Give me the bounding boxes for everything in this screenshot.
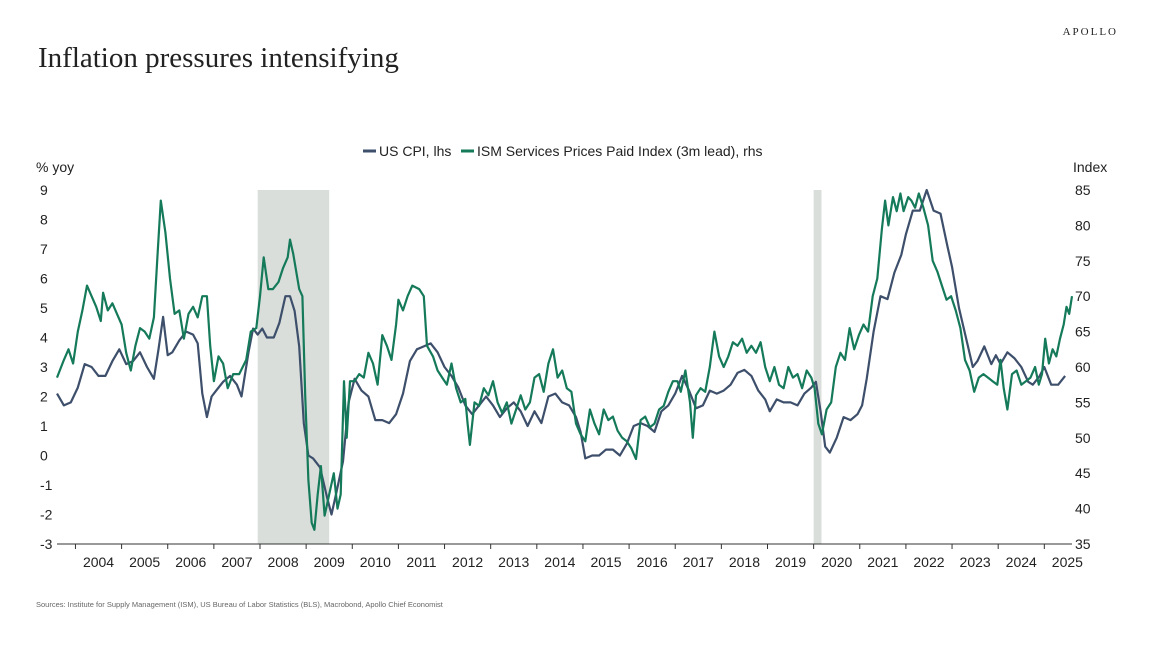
y-right-tick-label: 45 [1075, 465, 1091, 481]
y-right-tick-label: 75 [1075, 253, 1091, 269]
x-tick-label: 2009 [314, 554, 345, 570]
y-left-tick-label: 4 [40, 330, 48, 346]
y-axis-left-label: % yoy [36, 159, 74, 175]
x-tick-label: 2015 [590, 554, 621, 570]
x-tick-label: 2023 [960, 554, 991, 570]
x-tick-label: 2010 [360, 554, 391, 570]
y-left-tick-label: 1 [40, 418, 48, 434]
y-left-tick-label: 2 [40, 389, 48, 405]
x-tick-label: 2005 [129, 554, 160, 570]
recession-band-1 [813, 190, 822, 544]
x-tick-label: 2011 [406, 554, 436, 570]
x-tick-label: 2013 [498, 554, 529, 570]
y-left-tick-label: -1 [40, 477, 53, 493]
x-tick-label: 2022 [913, 554, 944, 570]
x-tick-label: 2025 [1052, 554, 1083, 570]
y-left-tick-label: 0 [40, 448, 48, 464]
y-right-tick-label: 70 [1075, 288, 1091, 304]
source-note: Sources: Institute for Supply Management… [36, 600, 443, 609]
y-right-tick-label: 65 [1075, 324, 1091, 340]
y-left-tick-label: -3 [40, 536, 53, 552]
recession-bands [257, 190, 822, 544]
x-tick-label: 2021 [867, 554, 898, 570]
legend: US CPI, lhs ISM Services Prices Paid Ind… [363, 143, 763, 159]
y-left-tick-label: 6 [40, 271, 48, 287]
y-axis-left-ticks: 9 8 7 6 5 4 3 2 1 0 -1 -2 -3 [40, 182, 53, 552]
brand-logo: APOLLO [1062, 26, 1118, 38]
y-right-tick-label: 60 [1075, 359, 1091, 375]
x-tick-label: 2019 [775, 554, 806, 570]
y-left-tick-label: 9 [40, 182, 48, 198]
recession-band-0 [257, 190, 330, 544]
x-axis: 2004 2005 2006 2007 2008 2009 2010 2011 2012 2013… [57, 543, 1083, 570]
x-tick-label: 2018 [729, 554, 760, 570]
x-tick-label: 2014 [544, 554, 575, 570]
y-left-tick-label: 5 [40, 300, 48, 316]
x-tick-label: 2012 [452, 554, 483, 570]
y-axis-right-label: Index [1073, 159, 1107, 175]
x-tick-label: 2004 [83, 554, 114, 570]
y-left-tick-label: 7 [40, 241, 48, 257]
y-left-tick-label: 3 [40, 359, 48, 375]
page-title: Inflation pressures intensifying [38, 42, 399, 74]
y-left-tick-label: 8 [40, 212, 48, 228]
series-line-us-cpi [56, 188, 1066, 516]
series-line-ism-prices-paid [55, 192, 1074, 531]
x-tick-label: 2007 [221, 554, 252, 570]
y-right-tick-label: 40 [1075, 501, 1091, 517]
y-right-tick-label: 55 [1075, 394, 1091, 410]
x-tick-label: 2017 [683, 554, 714, 570]
y-right-tick-label: 35 [1075, 536, 1091, 552]
y-left-tick-label: -2 [40, 507, 53, 523]
y-right-tick-label: 80 [1075, 217, 1091, 233]
x-tick-label: 2006 [175, 554, 206, 570]
x-tick-label: 2016 [637, 554, 668, 570]
series-lines [55, 188, 1074, 531]
y-axis-right-ticks: 85 80 75 70 65 60 55 50 45 40 35 [1075, 182, 1091, 552]
x-tick-label: 2008 [267, 554, 298, 570]
y-right-tick-label: 50 [1075, 430, 1091, 446]
y-right-tick-label: 85 [1075, 182, 1091, 198]
legend-label-ism: ISM Services Prices Paid Index (3m lead)… [477, 143, 763, 159]
x-tick-label: 2024 [1006, 554, 1037, 570]
x-tick-label: 2020 [821, 554, 852, 570]
legend-label-cpi: US CPI, lhs [379, 143, 451, 159]
